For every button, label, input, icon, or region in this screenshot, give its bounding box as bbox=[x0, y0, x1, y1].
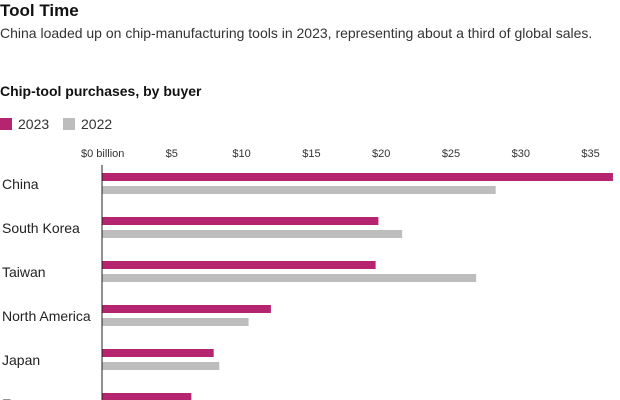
bar-2023 bbox=[102, 305, 271, 313]
category-label: South Korea bbox=[2, 220, 80, 236]
bar-2022 bbox=[102, 230, 403, 238]
legend-swatch-2022 bbox=[63, 118, 75, 130]
category-label: Taiwan bbox=[2, 264, 46, 280]
legend-label-2023: 2023 bbox=[18, 116, 50, 132]
bar-2023 bbox=[102, 217, 379, 225]
category-label: Japan bbox=[2, 352, 40, 368]
bar-2023 bbox=[102, 393, 192, 400]
x-tick-label: $30 bbox=[512, 148, 530, 160]
x-tick-label: $20 bbox=[372, 148, 390, 160]
x-tick-label: $5 bbox=[166, 148, 178, 160]
page-title: Tool Time bbox=[0, 1, 79, 20]
category-label: Europe bbox=[2, 396, 47, 400]
page-subtitle: China loaded up on chip-manufacturing to… bbox=[0, 25, 593, 41]
x-tick-label: $15 bbox=[302, 148, 320, 160]
bar-2022 bbox=[102, 362, 220, 370]
x-tick-label: $0 billion bbox=[81, 148, 124, 160]
bar-2022 bbox=[102, 274, 477, 282]
bar-2022 bbox=[102, 318, 249, 326]
bar-2023 bbox=[102, 261, 376, 269]
bar-2023 bbox=[102, 349, 214, 357]
bar-2022 bbox=[102, 186, 496, 194]
bar-2023 bbox=[102, 173, 613, 181]
chart-title: Chip-tool purchases, by buyer bbox=[0, 83, 202, 99]
legend-label-2022: 2022 bbox=[81, 116, 113, 132]
category-label: North America bbox=[2, 308, 91, 324]
legend-swatch-2023 bbox=[0, 118, 12, 130]
x-tick-label: $25 bbox=[442, 148, 460, 160]
category-label: China bbox=[2, 176, 39, 192]
x-tick-label: $10 bbox=[232, 148, 250, 160]
x-tick-label: $35 bbox=[581, 148, 599, 160]
